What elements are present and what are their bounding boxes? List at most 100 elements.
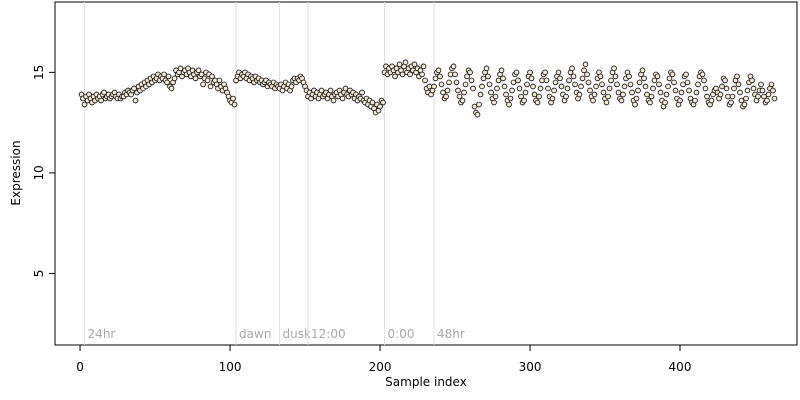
point <box>171 75 178 82</box>
point <box>578 83 584 90</box>
point <box>402 59 409 66</box>
point <box>506 101 512 108</box>
point <box>543 77 550 84</box>
point <box>555 69 562 76</box>
point <box>750 85 757 92</box>
point <box>432 75 439 82</box>
point <box>672 87 679 94</box>
point <box>495 77 502 84</box>
point <box>207 83 214 90</box>
point <box>507 95 514 102</box>
point <box>447 71 454 78</box>
point <box>677 97 683 104</box>
point <box>479 83 485 90</box>
point <box>647 99 653 106</box>
point <box>230 95 236 102</box>
point <box>545 85 551 92</box>
point <box>587 87 593 94</box>
point <box>657 89 664 96</box>
point <box>552 79 559 86</box>
point <box>692 97 698 104</box>
x-tick-label: 300 <box>519 360 542 374</box>
point <box>608 77 614 84</box>
point <box>761 93 767 100</box>
point <box>758 81 764 88</box>
point <box>198 71 205 78</box>
point <box>419 71 425 78</box>
point <box>435 67 442 74</box>
y-tick-label: 10 <box>32 165 46 180</box>
point <box>456 93 463 100</box>
point <box>464 73 470 80</box>
point <box>431 83 437 90</box>
point <box>570 73 577 80</box>
point <box>470 85 476 92</box>
point <box>704 93 710 100</box>
point <box>708 97 715 104</box>
point <box>579 75 586 82</box>
point <box>377 103 383 110</box>
point <box>396 61 403 68</box>
point <box>524 81 530 88</box>
point <box>686 87 692 94</box>
point <box>216 77 223 84</box>
point <box>455 87 461 94</box>
point <box>611 65 617 72</box>
point <box>572 81 578 88</box>
point <box>510 79 517 86</box>
point <box>101 89 107 96</box>
point <box>503 91 509 98</box>
point <box>494 85 500 92</box>
point <box>569 65 575 72</box>
point <box>420 63 427 70</box>
point <box>486 81 493 88</box>
point <box>483 65 490 72</box>
point <box>695 81 701 88</box>
point <box>639 67 646 74</box>
point <box>527 69 533 76</box>
point <box>683 71 689 78</box>
point <box>654 73 661 80</box>
point <box>500 75 506 82</box>
point <box>741 101 748 108</box>
point <box>530 83 536 90</box>
point <box>636 79 643 86</box>
point <box>590 97 596 104</box>
point <box>542 69 548 76</box>
point <box>612 73 619 80</box>
point <box>518 93 524 100</box>
point <box>318 87 325 94</box>
point <box>131 85 137 92</box>
y-tick-label: 15 <box>32 65 46 80</box>
point <box>678 89 685 96</box>
point <box>576 91 583 98</box>
point <box>516 85 523 92</box>
point <box>407 71 413 78</box>
point <box>476 101 482 108</box>
point <box>729 93 736 100</box>
x-tick-label: 0 <box>76 360 84 374</box>
point <box>723 85 730 92</box>
point <box>491 99 497 106</box>
point <box>738 97 745 104</box>
point <box>735 81 742 88</box>
point <box>722 77 728 84</box>
point <box>648 93 655 100</box>
point <box>593 83 599 90</box>
point <box>603 99 610 106</box>
point <box>629 89 635 96</box>
point <box>581 67 587 74</box>
point <box>164 79 170 86</box>
point <box>651 77 658 84</box>
point <box>699 71 706 78</box>
point <box>563 93 569 100</box>
point <box>770 87 776 94</box>
point <box>665 83 671 90</box>
point <box>528 75 535 82</box>
point <box>719 83 725 90</box>
point <box>734 73 740 80</box>
point <box>539 77 545 84</box>
annotation-label: 12:00 <box>311 327 346 341</box>
point <box>551 87 557 94</box>
